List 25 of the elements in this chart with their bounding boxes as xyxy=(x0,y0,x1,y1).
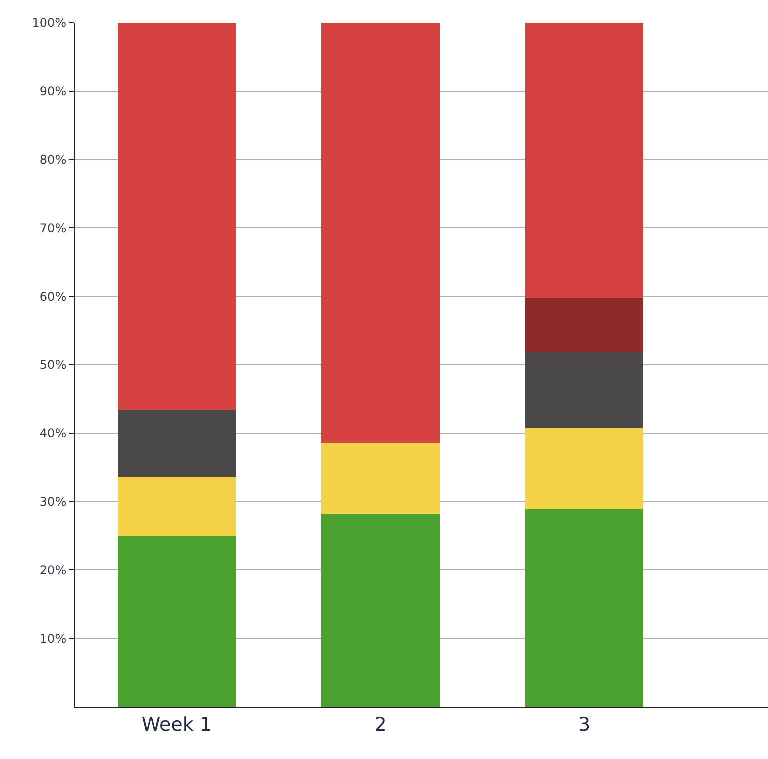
bar xyxy=(118,23,236,410)
bar xyxy=(118,410,236,478)
y-tick-label: 10% xyxy=(40,632,67,646)
y-tick-label: 50% xyxy=(40,358,67,372)
bar xyxy=(322,442,440,514)
x-tick-label: 2 xyxy=(374,714,387,736)
y-tick-label: 40% xyxy=(40,426,67,441)
y-tick-label: 80% xyxy=(40,153,67,167)
y-tick-label: 30% xyxy=(40,495,67,509)
bar xyxy=(525,23,644,298)
bar xyxy=(322,514,440,707)
y-tick-label: 20% xyxy=(40,563,67,578)
y-tick-label: 60% xyxy=(40,290,67,304)
bar xyxy=(525,428,644,510)
bar xyxy=(525,352,644,428)
bar xyxy=(322,23,440,443)
x-tick-label: Week 1 xyxy=(142,714,212,736)
y-tick-label: 100% xyxy=(32,16,67,30)
y-tick-label: 70% xyxy=(40,221,67,236)
bar xyxy=(118,477,236,536)
bar xyxy=(118,536,236,707)
bar xyxy=(525,298,644,353)
y-tick-label: 90% xyxy=(40,84,67,99)
bar xyxy=(525,509,644,707)
x-tick-label: 3 xyxy=(578,714,591,736)
